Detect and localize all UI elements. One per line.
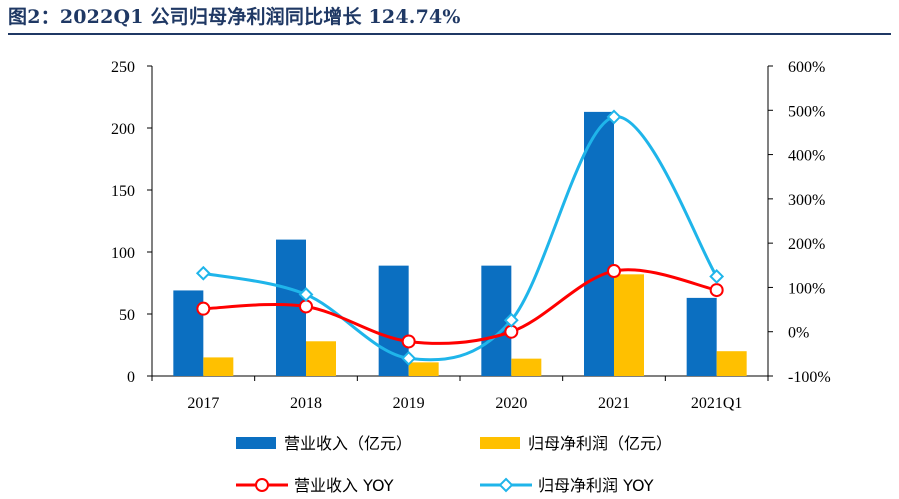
revenue-bar [173, 290, 204, 376]
title-underline [8, 33, 891, 35]
y-right-tick-label: 500% [788, 103, 825, 120]
x-tick-label: 2021Q1 [691, 395, 743, 412]
legend-swatch [236, 437, 276, 449]
y-left-tick-label: 0 [127, 369, 135, 386]
net-profit-yoy-point [606, 109, 622, 125]
y-left-tick-label: 100 [111, 245, 135, 262]
revenue-bar [686, 297, 717, 376]
net-profit-yoy-point [709, 269, 725, 284]
net-profit-bar [306, 341, 336, 376]
y-right-tick-label: 100% [788, 280, 825, 297]
legend-label: 归母净利润（亿元） [528, 434, 672, 453]
legend-label: 归母净利润 YOY [538, 476, 654, 495]
net-profit-yoy-point [195, 265, 211, 281]
net-profit-yoy-point [503, 312, 519, 328]
net-profit-yoy-point [401, 350, 417, 366]
x-tick-label: 2020 [495, 395, 527, 412]
legend-marker [498, 477, 514, 493]
y-right-tick-label: 300% [788, 192, 825, 209]
net-profit-bar [614, 274, 644, 376]
x-tick-label: 2021 [598, 395, 630, 412]
legend-label: 营业收入 YOY [294, 476, 394, 495]
net-profit-bar [203, 357, 234, 376]
y-right-tick-label: 200% [788, 236, 825, 253]
y-right-tick-label: 400% [788, 148, 825, 165]
y-right-tick-label: 0% [788, 325, 809, 342]
y-right-tick-label: 600% [788, 59, 825, 76]
revenue-yoy-point [401, 334, 416, 349]
x-tick-label: 2017 [187, 395, 219, 412]
revenue-bar [584, 111, 614, 376]
legend-marker [255, 478, 269, 492]
y-left-tick-label: 50 [119, 307, 135, 324]
revenue-yoy-line [203, 268, 717, 345]
y-left-tick-label: 200 [111, 121, 135, 138]
net-profit-yoy-point [298, 287, 314, 302]
legend-swatch [480, 437, 520, 449]
y-left-tick-label: 150 [111, 183, 135, 200]
revenue-yoy-point [299, 299, 313, 314]
y-left-tick-label: 250 [111, 59, 135, 76]
legend-label: 营业收入（亿元） [284, 434, 412, 453]
net-profit-bar [511, 358, 542, 376]
revenue-yoy-point [196, 301, 211, 316]
x-tick-label: 2019 [393, 395, 425, 412]
revenue-yoy-point [607, 264, 621, 279]
y-right-tick-label: -100% [788, 369, 831, 386]
chart-title: 图2：2022Q1 公司归母净利润同比增长 124.74% [8, 6, 461, 28]
net-profit-bar [716, 351, 747, 376]
x-tick-label: 2018 [290, 395, 322, 412]
revenue-yoy-point [709, 283, 724, 298]
net-profit-bar [408, 362, 439, 376]
